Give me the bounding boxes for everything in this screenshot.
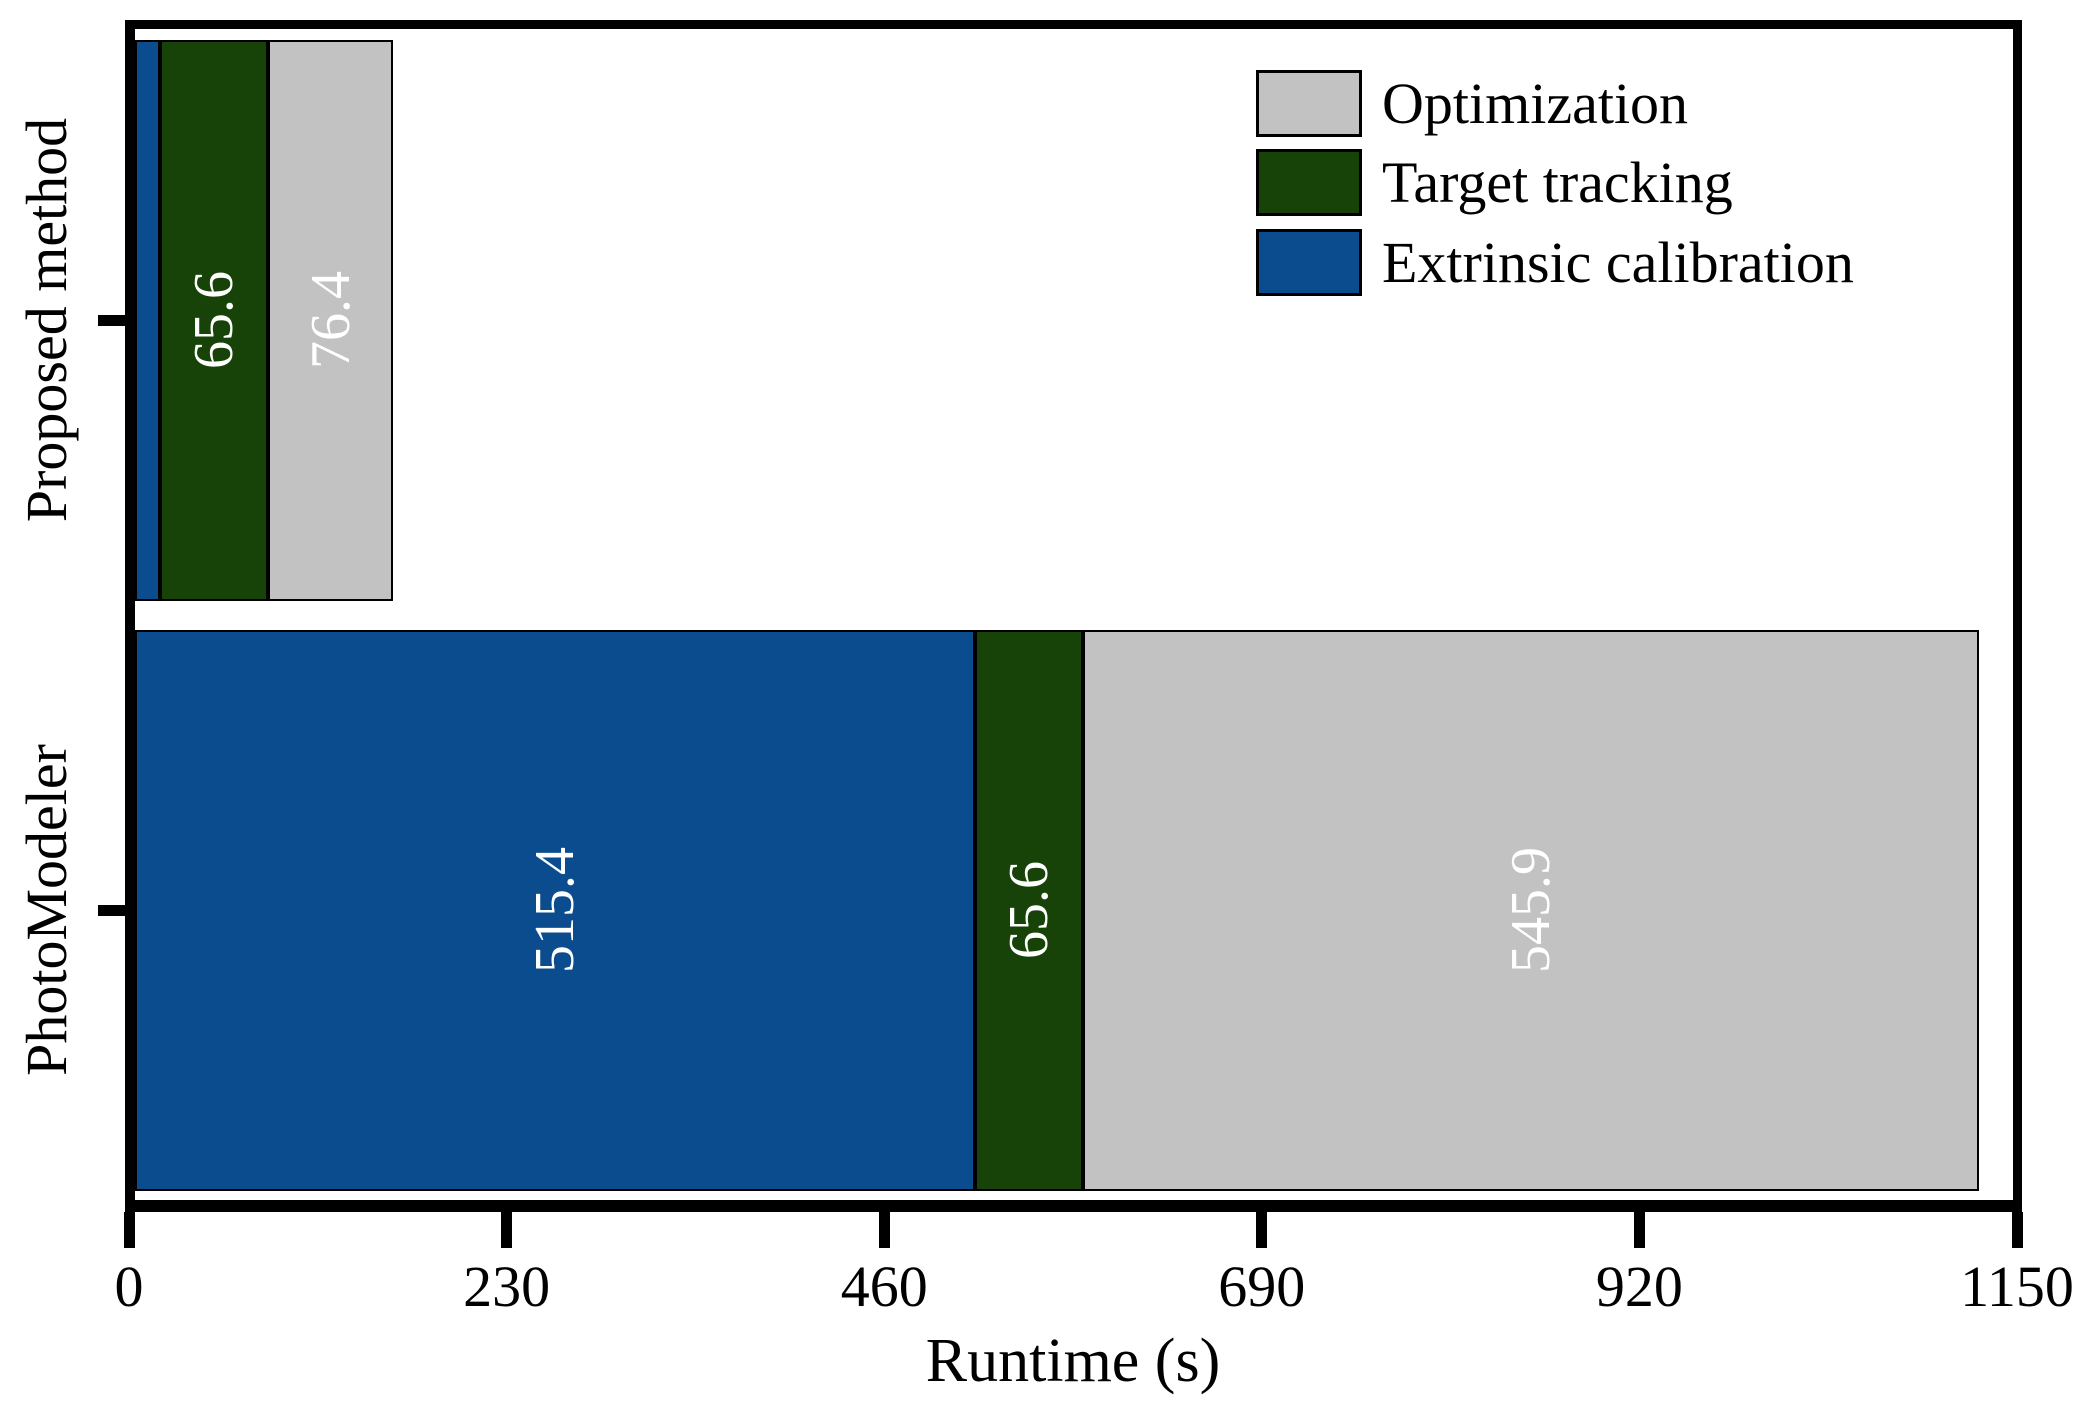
bar-segment-extrinsic-calibration-photomodeler: 515.4 <box>135 629 976 1191</box>
x-tick-mark <box>123 1212 135 1248</box>
category-label-proposed-method: Proposed method <box>14 117 79 523</box>
plot-area: 65.6 76.4 515.4 65.6 545.9 <box>135 29 2013 1200</box>
y-tick-mark <box>98 314 136 326</box>
x-tick-label: 460 <box>840 1254 928 1319</box>
bar-segment-target-tracking-proposed-method: 65.6 <box>160 39 268 601</box>
x-tick-mark <box>2011 1212 2023 1248</box>
bar-value-label: 515.4 <box>524 847 587 973</box>
x-tick-label: 1150 <box>1960 1254 2074 1319</box>
legend-label: Target tracking <box>1382 149 1733 215</box>
plot-frame: 65.6 76.4 515.4 65.6 545.9 <box>125 20 2022 1212</box>
x-tick-label: 690 <box>1218 1254 1306 1319</box>
legend-swatch <box>1256 149 1362 216</box>
bar-segment-optimization-photomodeler: 545.9 <box>1082 629 1980 1191</box>
bar-value-label: 545.9 <box>1499 847 1562 973</box>
bar-value-label: 76.4 <box>299 271 362 369</box>
bar-value-label: 65.6 <box>997 861 1060 959</box>
legend-label: Optimization <box>1382 70 1689 136</box>
x-tick-mark <box>1633 1212 1645 1248</box>
x-axis-title: Runtime (s) <box>925 1327 1221 1395</box>
legend-swatch <box>1256 70 1362 137</box>
bar-segment-target-tracking-photomodeler: 65.6 <box>975 629 1083 1191</box>
legend-label: Extrinsic calibration <box>1382 229 1854 295</box>
bar-segment-extrinsic-calibration-proposed-method <box>135 39 161 601</box>
legend-item-optimization: Optimization <box>1256 70 1688 137</box>
legend-swatch <box>1256 229 1362 296</box>
x-tick-label: 920 <box>1595 1254 1683 1319</box>
bar-segment-optimization-proposed-method: 76.4 <box>267 39 394 601</box>
x-tick-mark <box>878 1212 890 1248</box>
x-tick-label: 0 <box>114 1254 144 1319</box>
x-tick-mark <box>1256 1212 1268 1248</box>
category-label-photomodeler: PhotoModeler <box>14 744 79 1076</box>
legend-item-extrinsic-calibration: Extrinsic calibration <box>1256 229 1854 296</box>
bar-value-label: 65.6 <box>183 271 246 369</box>
x-tick-mark <box>501 1212 513 1248</box>
x-tick-label: 230 <box>463 1254 551 1319</box>
legend-item-target-tracking: Target tracking <box>1256 149 1733 216</box>
y-tick-mark <box>98 904 136 916</box>
